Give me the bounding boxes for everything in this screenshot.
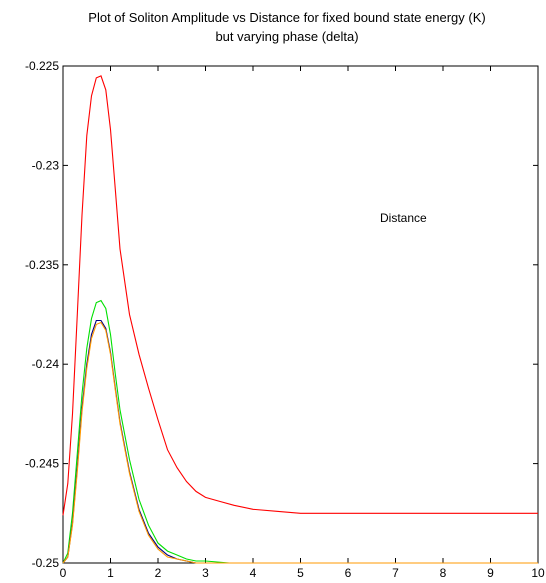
x-tick-label: 3	[202, 566, 209, 580]
chart-title: Plot of Soliton Amplitude vs Distance fo…	[88, 10, 485, 25]
y-tick-label: -0.225	[25, 59, 59, 73]
plot-area: 0 1 2 3 4 5 6 7 8 9 10 -0.225 -0.23 -0.235 -0.24 -0.245…	[25, 59, 545, 580]
x-tick-label: 7	[392, 566, 399, 580]
x-tick-label: 1	[107, 566, 114, 580]
chart-subtitle: but varying phase (delta)	[215, 29, 358, 44]
y-tick-label: -0.245	[25, 457, 59, 471]
x-tick-label: 4	[250, 566, 257, 580]
series-line-3	[62, 321, 538, 564]
x-tick-label: 10	[531, 566, 545, 580]
y-tick-label: -0.25	[32, 556, 60, 570]
series-line-0	[62, 75, 538, 516]
x-tick-label: 5	[297, 566, 304, 580]
chart-annotation: Distance	[380, 211, 427, 225]
series-line-2	[62, 319, 538, 564]
x-tick-label: 2	[155, 566, 162, 580]
x-tick-label: 0	[60, 566, 67, 580]
x-tick-label: 6	[345, 566, 352, 580]
x-tick-label: 8	[440, 566, 447, 580]
x-tick-label: 9	[487, 566, 494, 580]
y-tick-label: -0.23	[32, 158, 60, 172]
y-tick-label: -0.24	[32, 357, 60, 371]
y-tick-label: -0.235	[25, 258, 59, 272]
series-line-1	[62, 299, 538, 564]
